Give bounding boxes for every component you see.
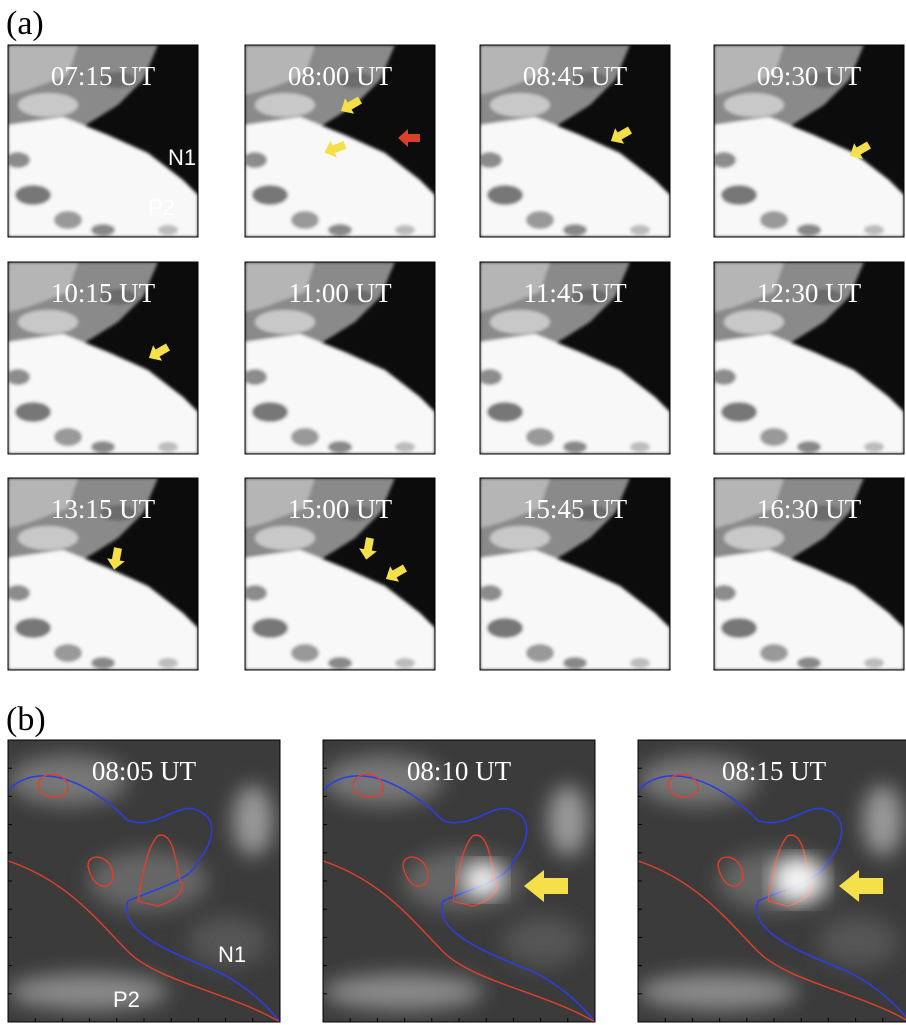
magnetogram-frame: 07:15 UT N1 P2 [7,44,199,238]
magnetogram-frame: 11:45 UT [479,261,671,455]
magnetogram-frame: 10:15 UT [7,261,199,455]
frame-time: 08:10 UT [407,756,512,786]
frame-border [479,44,671,238]
frame-border [713,477,905,671]
frame-time: 09:30 UT [757,61,862,91]
frame-time: 07:15 UT [51,61,156,91]
frame-time: 10:15 UT [51,278,156,308]
frame-border [713,261,905,455]
panel-label: (a) [6,5,44,42]
frame-border [244,44,436,238]
brightening [772,858,824,902]
arrow [839,870,883,902]
frame-border [244,261,436,455]
frame-time: 13:15 UT [51,494,156,524]
arrow [524,870,568,902]
magnetogram-frame: 09:30 UT [713,44,905,238]
frame-border [479,477,671,671]
halpha-frame: 08:05 UT N1 P2 [7,739,281,1023]
frame-border [479,261,671,455]
frame-time: 16:30 UT [757,494,862,524]
region-label: N1 [218,942,246,967]
frame-border [7,44,199,238]
magnetogram-frame: 16:30 UT [713,477,905,671]
frame-border [7,261,199,455]
region-label: P2 [148,195,175,220]
magnetogram-frame: 08:00 UT [244,44,436,238]
frame-time: 15:45 UT [523,494,628,524]
arrow [398,129,420,147]
region-label: N1 [168,145,196,170]
frame-time: 11:00 UT [288,278,392,308]
magnetogram-frame: 11:00 UT [244,261,436,455]
frame-border [713,44,905,238]
magnetogram-frame: 12:30 UT [713,261,905,455]
magnetogram-frame: 15:00 UT [244,477,436,671]
magnetogram-frame: 13:15 UT [7,477,199,671]
frame-time: 08:05 UT [92,756,197,786]
frame-time: 08:45 UT [523,61,628,91]
magnetogram-frame: 15:45 UT [479,477,671,671]
region-label: P2 [113,987,140,1012]
magnetogram-frame: 08:45 UT [479,44,671,238]
frame-time: 12:30 UT [757,278,862,308]
frame-border [244,477,436,671]
panel-label: (b) [6,701,46,738]
frames: 07:15 UT N1 P2 08:00 UT 08:45 UT 09:30 UT 10:1… [7,44,906,1023]
frame-time: 08:15 UT [722,756,827,786]
brightening [463,863,503,897]
frame-time: 15:00 UT [288,494,393,524]
frame-border [7,477,199,671]
halpha-frame: 08:15 UT [637,739,906,1023]
halpha-frame: 08:10 UT [322,739,596,1023]
frame-time: 08:00 UT [288,61,393,91]
frame-time: 11:45 UT [523,278,627,308]
